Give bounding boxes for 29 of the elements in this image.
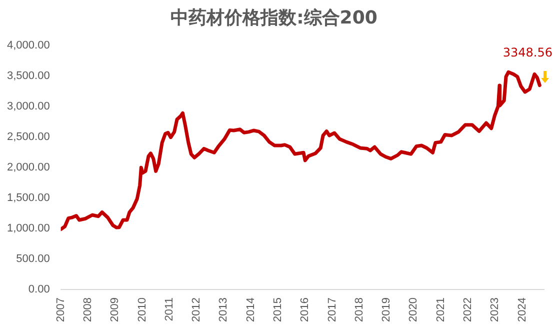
x-tick-label: 2015 xyxy=(272,298,284,322)
annotation: 3348.56 xyxy=(502,45,552,60)
y-tick-label: 2,500.00 xyxy=(6,131,50,144)
y-tick-label: 500.00 xyxy=(16,253,50,266)
chart-title: 中药材价格指数:综合200 xyxy=(170,7,378,28)
x-tick-label: 2016 xyxy=(299,298,312,322)
x-tick-label: 2021 xyxy=(434,298,447,322)
y-tick-label: 1,500.00 xyxy=(6,192,50,204)
y-tick-label: 4,000.00 xyxy=(6,40,50,52)
y-tick-label: 3,500.00 xyxy=(6,70,50,82)
x-tick-label: 2014 xyxy=(244,298,257,322)
x-tick-label: 2013 xyxy=(218,298,230,322)
x-tick-label: 2019 xyxy=(380,298,393,322)
y-tick-label: 0.00 xyxy=(28,284,50,296)
x-tick-label: 2020 xyxy=(408,298,420,322)
x-tick-label: 2018 xyxy=(353,298,366,322)
x-tick-label: 2022 xyxy=(462,298,474,322)
x-tick-label: 2010 xyxy=(136,298,148,322)
x-tick-label: 2023 xyxy=(489,298,502,322)
y-tick-label: 3,000.00 xyxy=(6,100,50,113)
x-tick-label: 2011 xyxy=(163,298,176,322)
y-tick-label: 2,000.00 xyxy=(6,162,50,174)
y-tick-label: 1,000.00 xyxy=(6,222,50,235)
x-tick-label: 2012 xyxy=(190,298,203,322)
x-tick-label: 2009 xyxy=(109,298,122,322)
x-tick-label: 2017 xyxy=(326,298,338,322)
x-tick-label: 2008 xyxy=(82,298,94,322)
x-tick-label: 2007 xyxy=(54,298,67,322)
x-tick-label: 2024 xyxy=(516,298,528,322)
